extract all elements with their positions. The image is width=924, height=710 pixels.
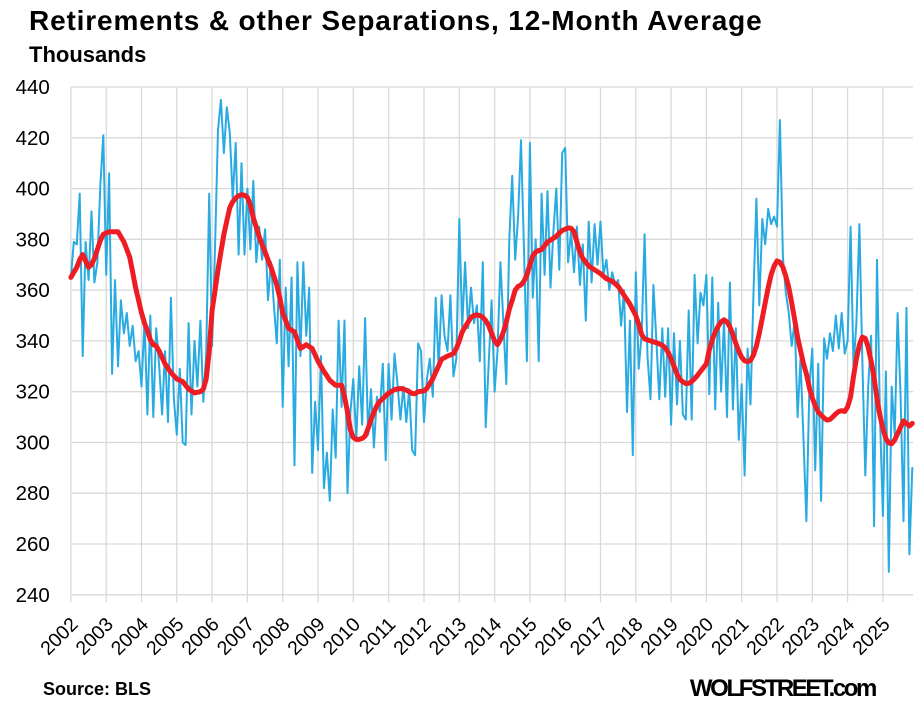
- svg-text:2018: 2018: [601, 613, 647, 659]
- svg-text:2015: 2015: [495, 613, 541, 659]
- svg-text:2020: 2020: [672, 613, 718, 659]
- svg-text:340: 340: [16, 330, 50, 353]
- svg-text:440: 440: [16, 76, 50, 99]
- svg-text:2007: 2007: [213, 613, 259, 659]
- svg-text:420: 420: [16, 127, 50, 150]
- svg-text:240: 240: [16, 584, 50, 607]
- svg-text:320: 320: [16, 381, 50, 404]
- svg-text:2017: 2017: [566, 613, 612, 659]
- svg-text:2006: 2006: [177, 613, 223, 659]
- svg-text:2025: 2025: [848, 613, 894, 659]
- svg-text:360: 360: [16, 279, 50, 302]
- svg-text:2016: 2016: [531, 613, 577, 659]
- svg-text:2022: 2022: [742, 613, 788, 659]
- svg-text:2005: 2005: [142, 613, 188, 659]
- svg-text:2021: 2021: [707, 613, 753, 659]
- svg-text:380: 380: [16, 228, 50, 251]
- svg-text:2004: 2004: [107, 613, 153, 659]
- svg-text:2003: 2003: [72, 613, 118, 659]
- svg-text:2023: 2023: [778, 613, 824, 659]
- svg-text:2011: 2011: [355, 613, 400, 658]
- svg-text:2014: 2014: [460, 613, 506, 659]
- svg-text:300: 300: [16, 432, 50, 455]
- svg-text:2002: 2002: [36, 613, 82, 659]
- svg-text:260: 260: [16, 533, 50, 556]
- svg-text:2008: 2008: [248, 613, 294, 659]
- svg-text:2024: 2024: [813, 613, 859, 659]
- svg-text:2009: 2009: [283, 613, 329, 659]
- svg-text:2019: 2019: [636, 613, 682, 659]
- svg-text:2010: 2010: [319, 613, 365, 659]
- svg-text:2012: 2012: [389, 613, 435, 659]
- svg-text:280: 280: [16, 482, 50, 505]
- svg-text:400: 400: [16, 178, 50, 201]
- svg-text:2013: 2013: [425, 613, 471, 659]
